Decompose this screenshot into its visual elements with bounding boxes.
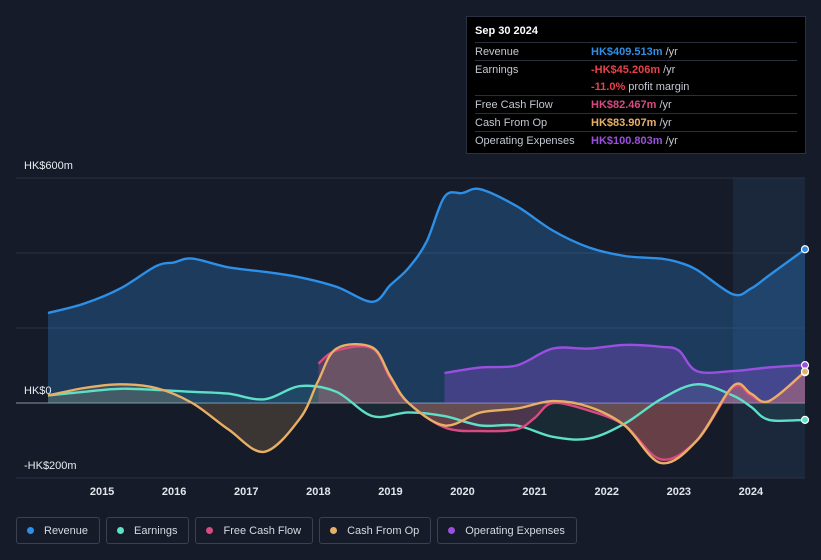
tooltip-row-label: Revenue: [475, 45, 520, 58]
x-tick-label: 2016: [162, 486, 186, 498]
x-tick-label: 2015: [90, 486, 114, 498]
tooltip-date: Sep 30 2024: [475, 25, 538, 37]
earnings-endpoint: [800, 415, 810, 424]
legend-label: Earnings: [134, 524, 178, 537]
y-label-zero: HK$0: [24, 385, 52, 397]
legend-dot-icon: [117, 527, 125, 534]
legend-item-earnings[interactable]: Earnings: [106, 517, 190, 544]
revenue-endpoint: [800, 245, 810, 254]
grid-lines: [16, 177, 805, 479]
tooltip-row: Free Cash Flow HK$82.467m/yr: [475, 95, 797, 113]
x-tick-label: 2019: [378, 486, 402, 498]
tooltip-row-unit: /yr: [659, 98, 672, 111]
legend-dot-icon: [27, 527, 34, 534]
tooltip-row-label: Cash From Op: [475, 116, 548, 129]
operating-expenses-line: [444, 343, 806, 375]
legend-label: Revenue: [44, 524, 89, 537]
tooltip-row-value: HK$82.467m: [591, 98, 657, 111]
tooltip-row-label: Earnings: [475, 63, 519, 76]
x-tick-label: 2022: [594, 486, 618, 498]
revenue-line: [47, 187, 806, 315]
legend-item-cash-from-op[interactable]: Cash From Op: [319, 517, 432, 544]
legend-item-operating-expenses[interactable]: Operating Expenses: [437, 517, 577, 544]
x-tick-label: 2020: [450, 486, 474, 498]
tooltip-row-value: HK$409.513m: [591, 45, 663, 58]
cash-from-op-area: [48, 344, 805, 464]
series-areas: [48, 188, 805, 464]
earnings-line: [47, 383, 806, 441]
tooltip-row-unit: profit margin: [628, 80, 690, 93]
legend-label: Cash From Op: [347, 524, 420, 537]
tooltip-row: Cash From Op HK$83.907m/yr: [475, 113, 797, 131]
tooltip-row-unit: /yr: [663, 63, 676, 76]
tooltip-row: Earnings -HK$45.206m/yr: [475, 60, 797, 78]
x-tick-label: 2017: [234, 486, 258, 498]
tooltip-row-value: -11.0%: [591, 80, 626, 93]
tooltip-row-value: HK$83.907m: [591, 116, 657, 129]
cash-from-op-endpoint: [800, 367, 810, 376]
x-tick-label: 2021: [522, 486, 546, 498]
cash-from-op-line: [47, 343, 806, 465]
tooltip-row-value: HK$100.803m: [591, 134, 663, 147]
legend-dot-icon: [206, 527, 214, 534]
series-lines: [47, 187, 806, 465]
tooltip-row-unit: /yr: [665, 134, 678, 147]
earnings-area: [48, 384, 805, 440]
legend-label: Free Cash Flow: [223, 524, 302, 537]
x-tick-label: 2023: [667, 486, 691, 498]
tooltip-row-value: -HK$45.206m: [591, 63, 661, 76]
y-label-top: HK$600m: [24, 160, 73, 172]
x-axis-ticks: 2015 2016 2017 2018 2019 2020 2021 2022 2023 2024: [90, 486, 764, 498]
legend-dot-icon: [330, 527, 338, 534]
tooltip-panel: Sep 30 2024 Revenue HK$409.513m/yr Earning…: [466, 16, 806, 154]
tooltip-row-unit: /yr: [659, 116, 672, 129]
legend-item-free-cash-flow[interactable]: Free Cash Flow: [195, 517, 314, 544]
tooltip-row: -11.0% profit margin: [475, 78, 797, 95]
tooltip-row: Operating Expenses HK$100.803m/yr: [475, 131, 797, 149]
y-label-bottom: -HK$200m: [24, 460, 77, 472]
revenue-area: [48, 188, 805, 403]
tooltip-row: Revenue HK$409.513m/yr: [475, 42, 797, 60]
legend-item-revenue[interactable]: Revenue: [16, 517, 101, 544]
series-endpoints: [800, 245, 810, 424]
legend-dot-icon: [448, 527, 456, 534]
x-tick-label: 2024: [739, 486, 764, 498]
tooltip-row-unit: /yr: [665, 45, 678, 58]
legend: Revenue Earnings Free Cash Flow Cash From O…: [16, 517, 583, 544]
legend-label: Operating Expenses: [465, 524, 565, 537]
tooltip-rows: Revenue HK$409.513m/yr Earnings -HK$45.206m…: [475, 42, 797, 149]
x-tick-label: 2018: [306, 486, 330, 498]
tooltip-row-label: Operating Expenses: [475, 134, 575, 147]
tooltip-row-label: Free Cash Flow: [475, 98, 553, 111]
